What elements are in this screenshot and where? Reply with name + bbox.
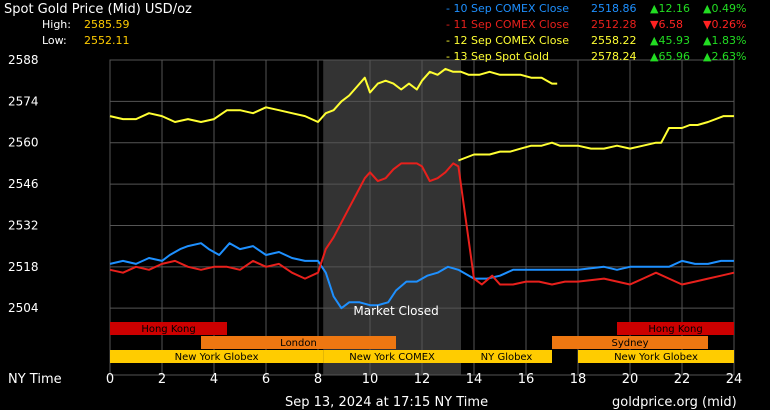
y-tick-label: 2504 [8,301,39,315]
series-line-3 [458,115,734,162]
legend-price: 2518.86 [591,2,637,15]
session-bar [578,350,734,363]
y-tick-label: 2546 [8,177,39,191]
legend-pct: ▲1.83% [703,34,747,47]
high-label: High: [42,18,71,31]
legend-label: - 10 Sep COMEX Close [446,2,569,15]
series-line-4 [109,67,558,123]
x-axis-label: NY Time [8,372,62,387]
legend-pct: ▼0.26% [703,18,747,31]
legend-change: ▲12.16 [650,2,690,15]
session-bar [552,336,708,349]
legend-label: - 12 Sep COMEX Close [446,34,569,47]
high-value: 2585.59 [84,18,130,31]
x-tick-label: 2 [158,372,166,387]
chart-title: Spot Gold Price (Mid) USD/oz [4,2,192,17]
legend-label: - 13 Sep Spot Gold [446,50,549,63]
x-tick-label: 8 [314,372,322,387]
legend-price: 2578.24 [591,50,637,63]
session-label: Hong Kong [141,324,195,335]
session-label: Hong Kong [648,324,702,335]
legend-pct: ▲0.49% [703,2,747,15]
x-tick-label: 16 [518,372,535,387]
legend-price: 2558.22 [591,34,637,47]
y-tick-label: 2574 [8,94,39,108]
x-tick-label: 4 [210,372,218,387]
x-tick-label: 22 [674,372,691,387]
series-line-1 [109,242,734,310]
market-closed-region [323,60,461,375]
low-value: 2552.11 [84,34,130,47]
market-closed-label: Market Closed [353,304,438,318]
session-bar [110,350,324,363]
session-label: London [280,338,317,349]
timestamp: Sep 13, 2024 at 17:15 NY Time [285,395,489,410]
session-bar [617,322,734,335]
y-tick-label: 2532 [8,218,39,232]
session-bar [323,350,461,363]
x-tick-label: 6 [262,372,270,387]
series-line-2 [109,162,735,286]
y-tick-label: 2560 [8,136,39,150]
x-tick-label: 24 [726,372,743,387]
session-bar [201,336,396,349]
session-bar [110,322,227,335]
x-tick-label: 0 [106,372,114,387]
x-tick-label: 20 [622,372,639,387]
low-label: Low: [42,34,67,47]
legend-change: ▲45.93 [650,34,690,47]
x-tick-label: 10 [362,372,379,387]
x-tick-label: 14 [466,372,483,387]
session-label: New York Globex [614,352,698,363]
x-tick-label: 18 [570,372,587,387]
session-label: Sydney [611,338,648,349]
legend-label: - 11 Sep COMEX Close [446,18,569,31]
legend-price: 2512.28 [591,18,637,31]
session-label: New York COMEX [349,352,435,363]
y-tick-label: 2588 [8,53,39,67]
legend-change: ▲65.96 [650,50,690,63]
x-tick-label: 12 [414,372,431,387]
y-tick-label: 2518 [8,260,39,274]
legend-change: ▼6.58 [650,18,683,31]
session-label: New York Globex [175,352,259,363]
source: goldprice.org (mid) [612,395,737,410]
session-bar [461,350,552,363]
legend-pct: ▲2.63% [703,50,747,63]
session-label: NY Globex [481,352,533,363]
